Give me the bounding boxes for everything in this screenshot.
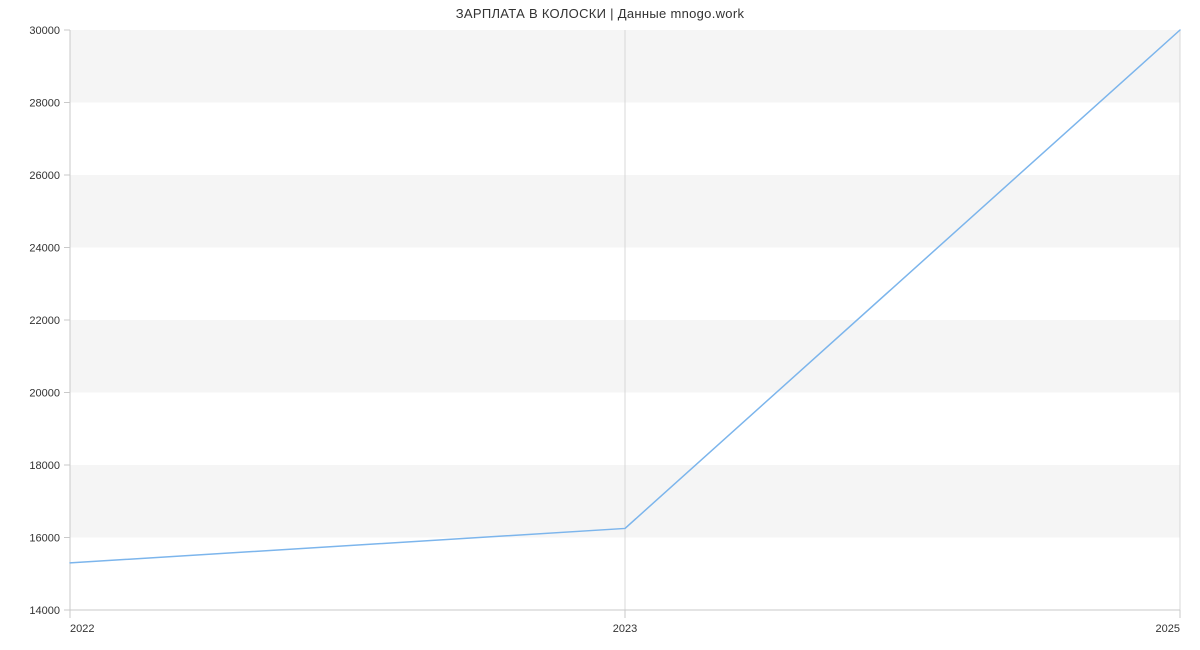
y-tick-label: 14000 (29, 605, 60, 617)
y-tick-label: 20000 (29, 388, 60, 400)
y-tick-label: 26000 (29, 170, 60, 182)
y-tick-label: 28000 (29, 98, 60, 110)
y-tick-label: 24000 (29, 243, 60, 255)
y-tick-label: 30000 (29, 25, 60, 37)
y-tick-label: 18000 (29, 460, 60, 472)
y-tick-label: 22000 (29, 315, 60, 327)
x-tick-label: 2025 (1156, 623, 1180, 635)
x-tick-label: 2022 (70, 623, 94, 635)
chart-svg: 14000 16000 18000 20000 22000 24000 26000 28000… (0, 0, 1200, 650)
y-tick-label: 16000 (29, 533, 60, 545)
chart-title: ЗАРПЛАТА В КОЛОСКИ | Данные mnogo.work (0, 6, 1200, 21)
salary-line-chart: ЗАРПЛАТА В КОЛОСКИ | Данные mnogo.work 1… (0, 0, 1200, 650)
x-tick-label: 2023 (613, 623, 637, 635)
